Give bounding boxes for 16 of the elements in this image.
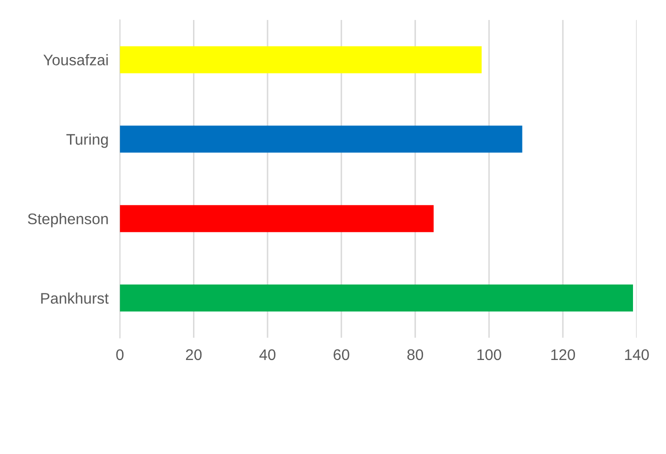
bar <box>120 126 522 153</box>
y-tick-label: Turing <box>66 134 108 148</box>
bar <box>120 46 482 74</box>
x-tick-label: 40 <box>259 349 276 360</box>
bar <box>120 205 434 232</box>
y-tick-label: Pankhurst <box>41 292 109 304</box>
x-tick-label: 80 <box>407 349 424 360</box>
x-tick-label: 60 <box>334 349 350 360</box>
x-tick-label: 100 <box>477 349 502 360</box>
y-tick-label: Yousafzai <box>43 54 108 66</box>
bar <box>120 284 634 312</box>
y-tick-label: Stephenson <box>28 213 108 228</box>
x-tick-label: 20 <box>186 349 202 360</box>
x-tick-label: 140 <box>625 349 649 360</box>
x-tick-label: 0 <box>116 349 124 360</box>
x-tick-label: 120 <box>551 349 576 360</box>
